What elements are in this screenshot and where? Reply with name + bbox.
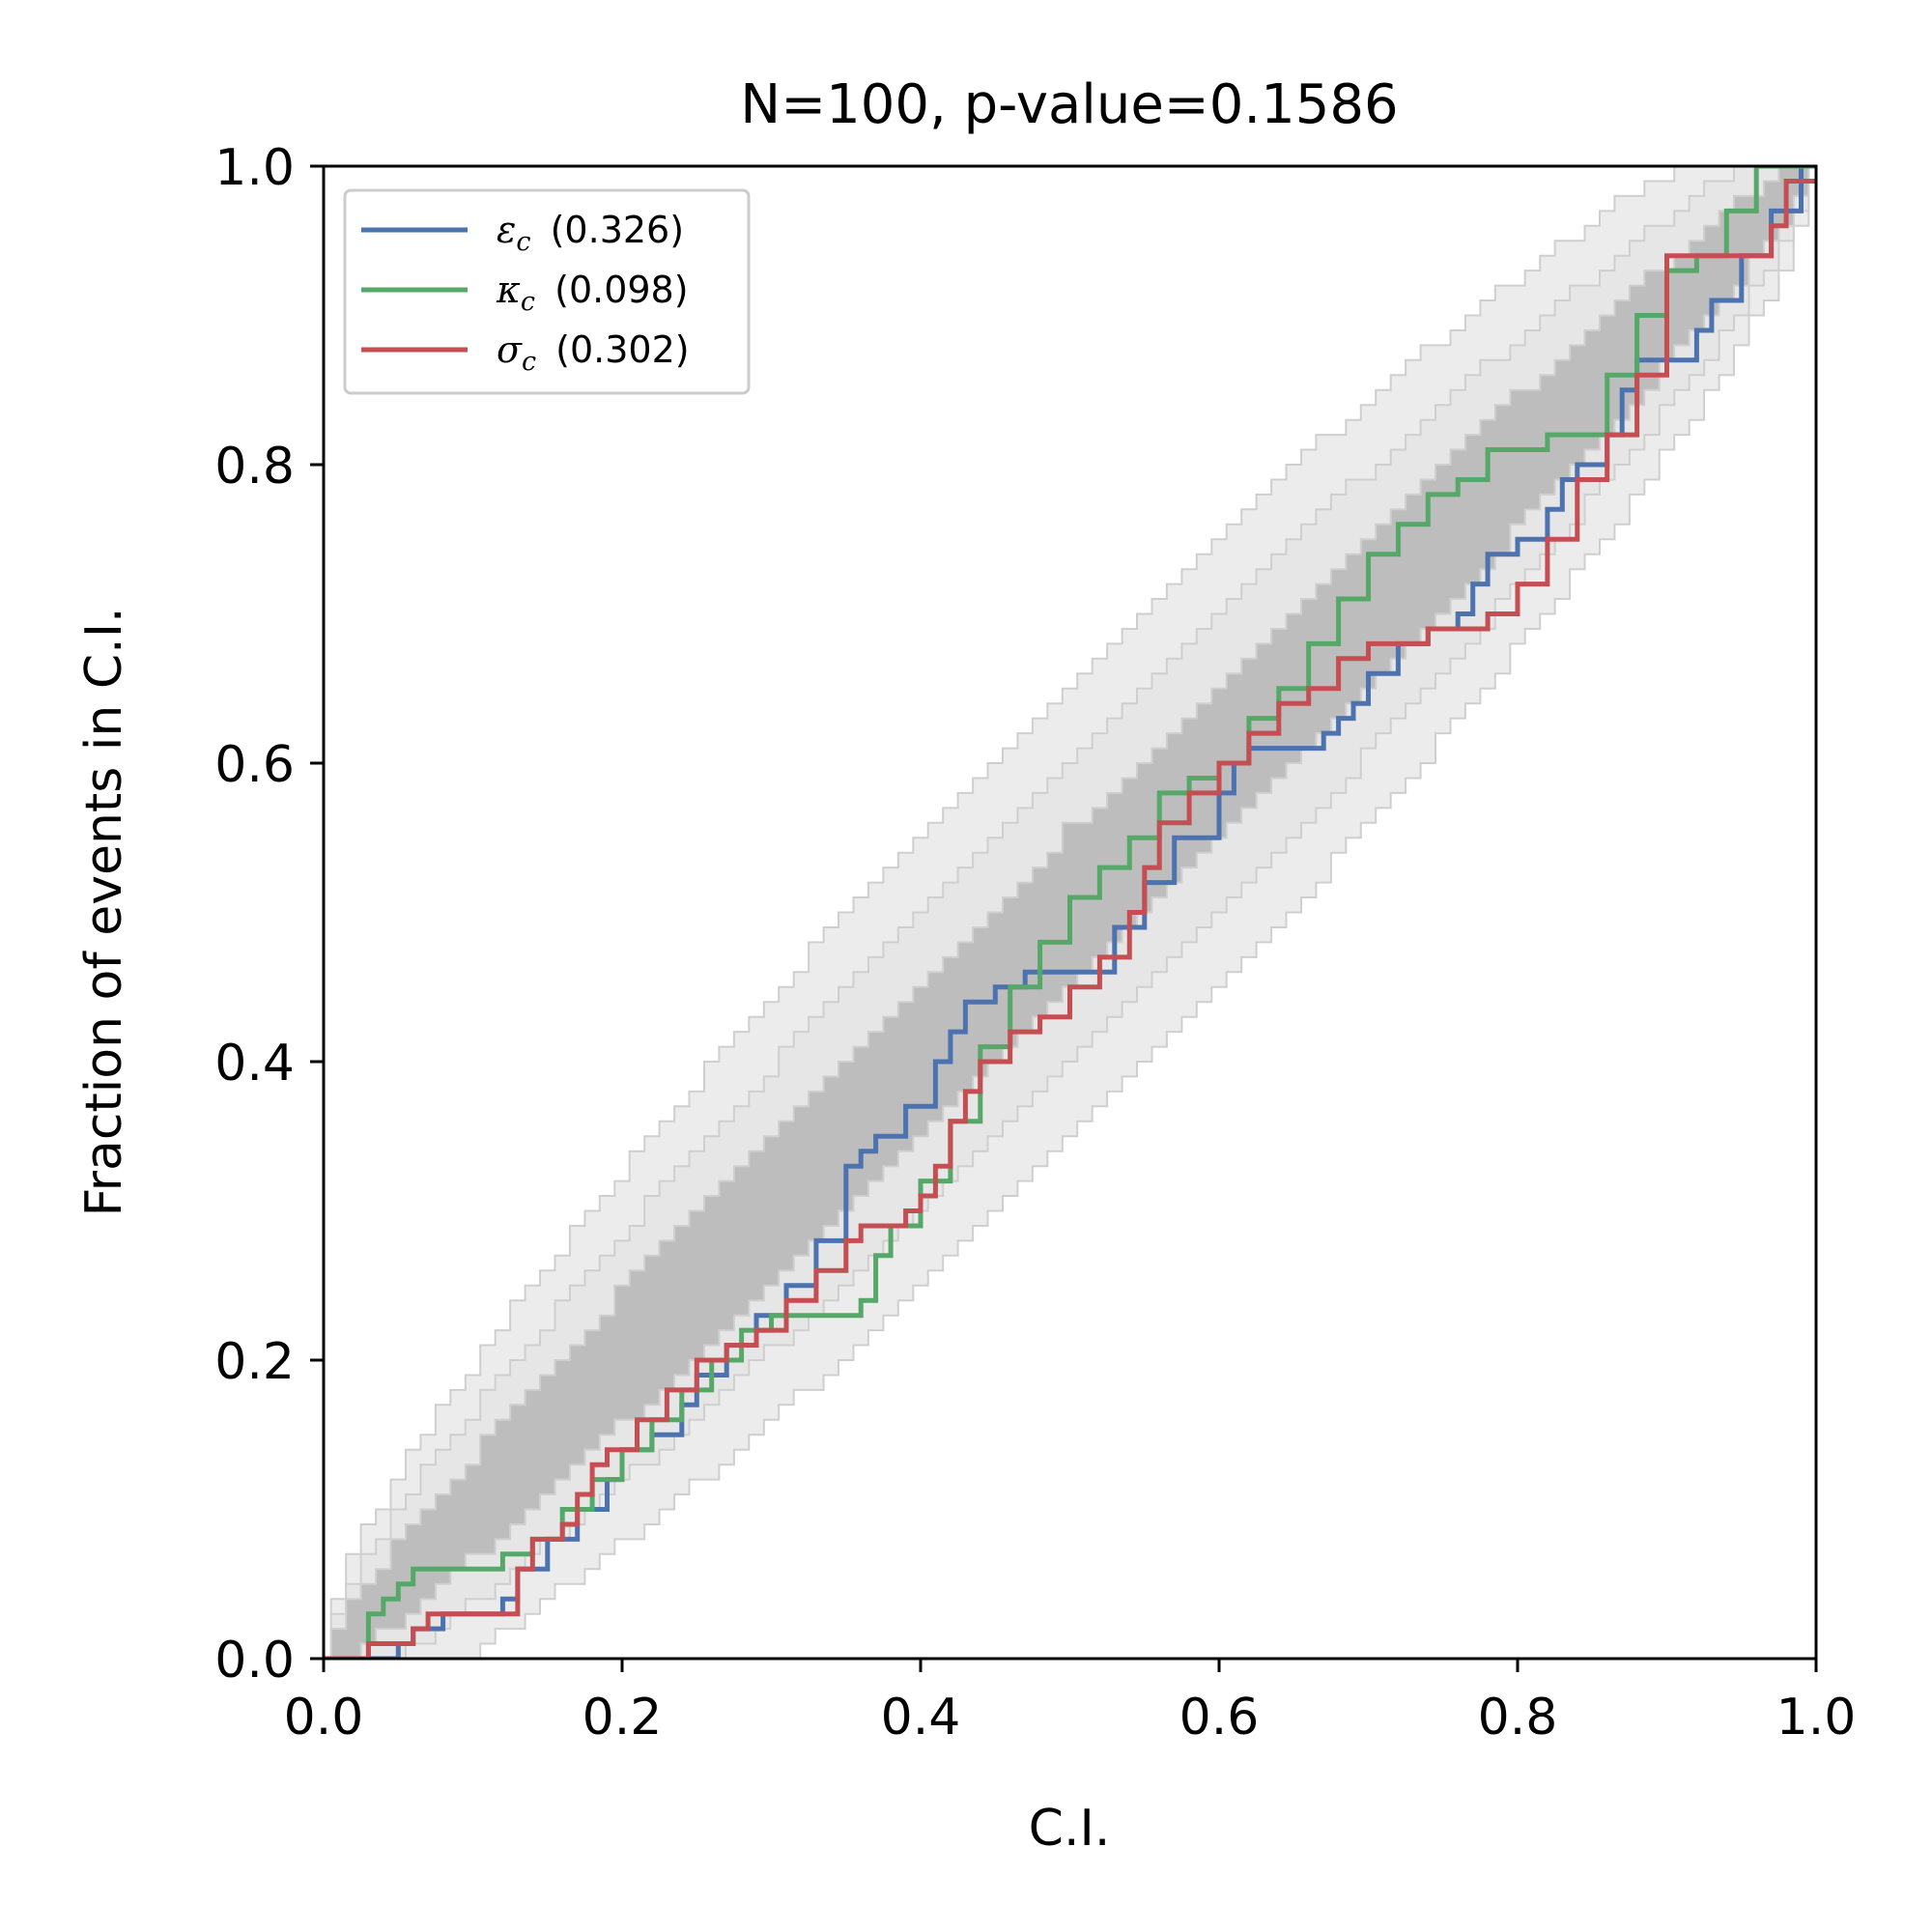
y-axis-ticks: 0.0 0.2 0.4 0.6 0.8 1.0: [214, 139, 324, 1690]
legend-value: (0.302): [544, 328, 690, 371]
x-tick-label: 0.6: [1179, 1689, 1260, 1747]
plot-frame: [322, 164, 1818, 1661]
x-axis-ticks: 0.0 0.2 0.4 0.6 0.8 1.0: [284, 1659, 1857, 1747]
y-tick-label: 0.6: [214, 736, 295, 794]
y-tick-label: 0.4: [214, 1035, 295, 1093]
x-tick-label: 0.4: [881, 1689, 961, 1747]
legend-symbol: σ: [497, 328, 523, 371]
x-axis-label: C.I.: [1029, 1800, 1111, 1858]
series-lines: [324, 166, 1816, 1659]
series-line-1: [324, 166, 1816, 1659]
legend-label-1: κc (0.098): [496, 269, 689, 317]
x-tick-label: 1.0: [1776, 1689, 1857, 1747]
legend-subscript: c: [516, 227, 530, 257]
legend-symbol: κ: [496, 269, 521, 311]
legend-subscript: c: [521, 287, 535, 317]
legend-label-0: εc (0.326): [497, 209, 684, 257]
y-tick-label: 0.2: [214, 1333, 295, 1391]
x-tick-label: 0.0: [284, 1689, 364, 1747]
y-tick-label: 0.0: [214, 1632, 295, 1690]
legend-value: (0.326): [539, 209, 685, 251]
x-tick-label: 0.8: [1478, 1689, 1558, 1747]
legend-value: (0.098): [543, 269, 689, 311]
legend: εc (0.326)κc (0.098)σc (0.302): [343, 188, 751, 395]
plot-area: [322, 164, 1818, 1661]
chart-title: N=100, p-value=0.1586: [740, 73, 1398, 136]
legend-frame: [343, 188, 751, 395]
series-line-2: [324, 179, 1816, 1659]
legend-symbol: ε: [497, 209, 516, 251]
legend-label-2: σc (0.302): [497, 328, 690, 377]
legend-subscript: c: [522, 347, 536, 377]
y-tick-label: 1.0: [214, 139, 295, 197]
y-axis-label: Fraction of events in C.I.: [75, 607, 133, 1216]
y-tick-label: 0.8: [214, 438, 295, 496]
x-tick-label: 0.2: [582, 1689, 663, 1747]
